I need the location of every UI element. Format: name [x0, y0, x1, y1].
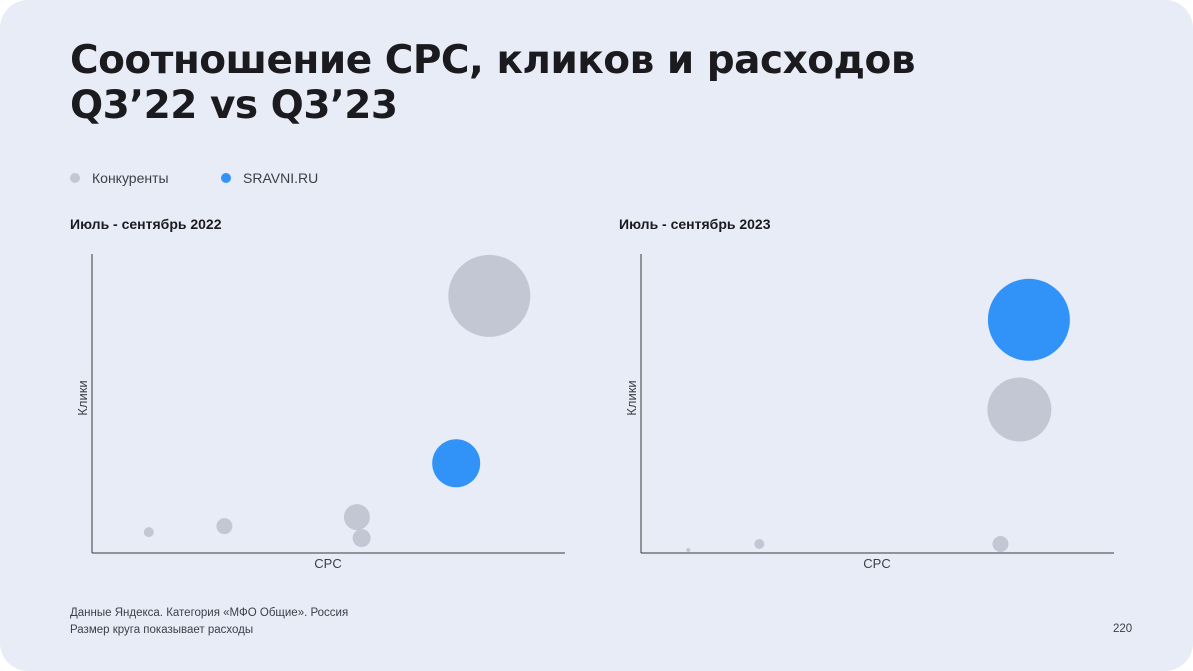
- bubble-sravni-ru-0: [987, 278, 1070, 361]
- sravni-dot-icon: [221, 173, 231, 183]
- footnote: Данные Яндекса. Категория «МФО Общие». Р…: [70, 605, 348, 639]
- chart-title-2023: Июль - сентябрь 2023: [619, 216, 771, 232]
- title-line-1: Соотношение CPC, кликов и расходов: [70, 38, 916, 83]
- bubble-sravni-ru-0: [432, 439, 481, 488]
- legend-label-competitors: Конкуренты: [92, 170, 169, 186]
- y-axis-label: Клики: [624, 380, 639, 415]
- chart-panel-2022: Июль - сентябрь 2022 CPC Клики: [70, 216, 570, 576]
- legend-label-sravni: SRAVNI.RU: [243, 170, 319, 186]
- bubble-конкуренты-0: [686, 548, 691, 552]
- footnote-source: Данные Яндекса. Категория «МФО Общие». Р…: [70, 607, 349, 619]
- chart-title-2022: Июль - сентябрь 2022: [70, 216, 222, 232]
- legend-item-sravni: SRAVNI.RU: [221, 170, 318, 186]
- chart-panel-2023: Июль - сентябрь 2023 CPC Клики: [619, 216, 1119, 576]
- bubble-конкуренты-2: [992, 536, 1009, 552]
- bubble-конкуренты-3: [352, 529, 371, 548]
- title-line-2: Q3’22 vs Q3’23: [70, 83, 398, 128]
- bubble-конкуренты-0: [143, 527, 154, 538]
- x-axis-label: CPC: [863, 556, 890, 571]
- bubble-chart-2022: CPC Клики: [75, 254, 565, 571]
- bubble-group: [686, 278, 1070, 552]
- bubble-конкуренты-4: [448, 254, 531, 337]
- competitors-dot-icon: [70, 173, 80, 183]
- bubble-конкуренты-1: [216, 518, 233, 535]
- bubble-chart-2023: CPC Клики: [624, 254, 1114, 571]
- bubble-конкуренты-2: [343, 504, 370, 531]
- footnote-size-note: Размер круга показывает расходы: [70, 624, 254, 636]
- page-number: 220: [1113, 623, 1133, 635]
- bubble-group: [143, 254, 531, 548]
- x-axis-label: CPC: [314, 556, 341, 571]
- bubble-конкуренты-3: [987, 377, 1052, 442]
- legend-item-competitors: Конкуренты: [70, 170, 169, 186]
- y-axis-label: Клики: [75, 380, 90, 415]
- slide-title: Соотношение CPC, кликов и расходов Q3’22…: [70, 38, 1070, 128]
- bubble-конкуренты-1: [754, 539, 765, 549]
